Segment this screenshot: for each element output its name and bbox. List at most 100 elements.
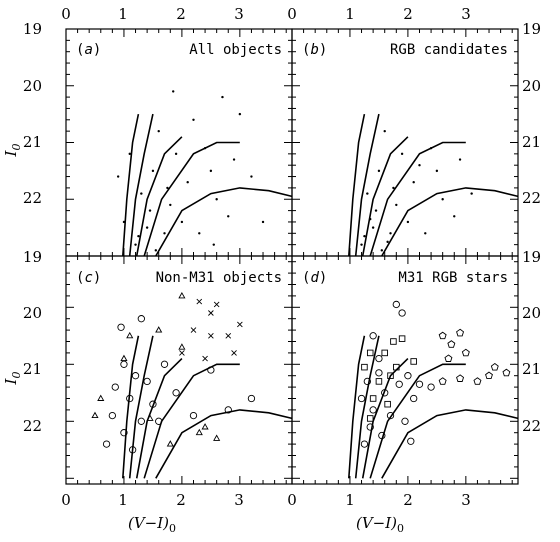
pentagon-marker [438, 331, 447, 340]
star-point [137, 234, 140, 238]
star-point [441, 198, 444, 201]
circle-marker [398, 309, 406, 317]
star-point [418, 164, 421, 167]
star-point [116, 175, 120, 178]
x-axis-title-text: (V−I) [128, 514, 169, 532]
rgb-tracks [348, 335, 519, 479]
star-point [151, 169, 155, 173]
star-point [215, 198, 218, 201]
pentagon-marker [490, 362, 499, 371]
cross-marker [208, 310, 214, 316]
star-point [172, 90, 175, 93]
star-point [163, 232, 166, 235]
panel-letter: (d) [302, 270, 327, 286]
star-point [192, 118, 195, 122]
star-point [154, 249, 158, 252]
cross-marker [190, 327, 197, 333]
star-point [412, 181, 415, 184]
triangle-marker [126, 331, 134, 339]
star-point [400, 152, 404, 156]
star-point [424, 232, 427, 235]
star-point [140, 192, 143, 195]
rgb-track-line [122, 335, 140, 479]
cross-marker [237, 321, 243, 328]
rgb-track-line [369, 141, 466, 257]
left-y-axis-labels-bottom: 20 21 22 [23, 304, 42, 435]
rgb-tracks [122, 113, 293, 257]
x-axis-title-sub: 0 [397, 522, 404, 535]
circle-marker [102, 440, 111, 448]
y-tick-21: 21 [23, 360, 42, 378]
panel-title: M31 RGB stars [398, 270, 508, 286]
top-x-tick-0: 0 [287, 5, 297, 23]
panel-ticks [65, 28, 292, 257]
star-point [157, 129, 160, 133]
cross-marker [231, 350, 237, 356]
panel-d-m31-rgb-stars: (d) M31 RGB stars [291, 255, 519, 485]
circle-marker [386, 411, 395, 420]
bottom-x-tick-3: 3 [461, 491, 471, 509]
square-marker [369, 395, 377, 402]
star-point [212, 243, 215, 246]
y-axis-title-top: I0 [2, 144, 23, 158]
cross-marker [208, 332, 214, 339]
circle-marker [395, 380, 403, 388]
pentagon-marker [456, 374, 465, 382]
triangle-marker [91, 411, 99, 419]
triangle-marker [195, 428, 203, 436]
star-point [174, 152, 178, 156]
square-marker [366, 349, 374, 357]
panel-frame [65, 255, 293, 485]
rgb-track-line [135, 358, 183, 479]
panel-letter-text: c [84, 270, 92, 286]
circle-marker [137, 315, 145, 323]
star-point [128, 152, 131, 156]
circle-marker [407, 437, 415, 445]
circle-marker [415, 380, 424, 388]
pentagon-marker [461, 348, 470, 357]
star-point [363, 234, 366, 238]
svg-text:I0: I0 [2, 144, 23, 158]
star-point [429, 146, 433, 150]
star-point [371, 226, 375, 229]
rgb-track-line [354, 335, 380, 479]
star-point [406, 220, 410, 224]
panel-letter: (c) [76, 270, 101, 286]
star-point [458, 158, 462, 161]
y-axis-title-bottom: I0 [2, 372, 23, 386]
star-point [227, 215, 230, 218]
panel-letter: (b) [302, 42, 327, 58]
star-point [380, 249, 384, 252]
bottom-x-tick-0: 0 [61, 491, 71, 509]
star-point [435, 169, 439, 173]
rgb-track-line [155, 187, 293, 257]
star-point [134, 243, 137, 246]
star-point [203, 146, 207, 150]
square-marker [384, 400, 391, 408]
top-x-tick-1: 1 [118, 5, 128, 23]
y-tick-21: 21 [23, 133, 42, 151]
circle-marker [375, 369, 383, 377]
circle-marker [381, 389, 389, 397]
star-point [392, 186, 395, 190]
bottom-x-tick-1: 1 [118, 491, 128, 509]
cross-marker [202, 355, 208, 362]
triangle-marker [178, 291, 186, 299]
circle-marker [120, 360, 128, 368]
circle-marker [247, 394, 256, 403]
rgb-track-line [128, 335, 154, 479]
circle-marker [378, 431, 386, 440]
square-marker [366, 415, 374, 422]
circle-marker [363, 377, 371, 386]
top-x-tick-0: 0 [61, 5, 71, 23]
panel-frame [291, 28, 519, 257]
rgb-track-line [143, 141, 240, 257]
circle-marker [137, 417, 145, 425]
star-point [369, 217, 372, 221]
triangle-marker [97, 394, 105, 401]
square-marker [375, 378, 383, 385]
triangle-marker [213, 434, 221, 441]
rgb-track-line [381, 409, 519, 479]
star-point [261, 220, 265, 224]
